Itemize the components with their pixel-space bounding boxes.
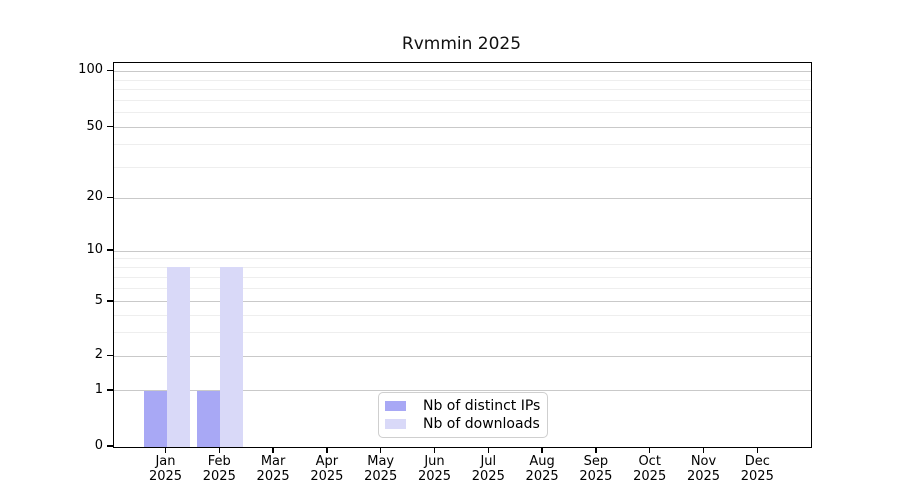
y-tick-mark [107,69,113,72]
x-tick-mark [164,447,167,453]
legend-swatch-downloads [385,419,406,429]
plot-area [113,62,812,448]
x-tick-mark [326,447,328,453]
y-axis-tick-label: 10 [86,242,103,257]
gridline-major [114,390,811,392]
x-axis-tick-label: Dec 2025 [740,454,774,484]
bar-distinct-ips [197,390,221,447]
gridline-minor [114,287,811,289]
x-axis-tick-label: Apr 2025 [310,454,344,484]
gridline-minor [114,79,811,81]
legend-label-downloads: Nb of downloads [423,416,540,432]
y-axis-tick-label: 100 [78,62,103,78]
x-tick-mark [702,447,705,453]
x-tick-mark [756,447,758,453]
x-tick-mark [433,447,436,453]
y-axis-tick-label: 0 [94,438,103,453]
x-axis-tick-label: Jan 2025 [148,454,183,484]
legend-swatch-distinct-ips [385,401,406,411]
x-tick-mark [380,447,382,453]
x-axis-tick-label: Feb 2025 [202,454,236,484]
gridline-minor [114,266,811,268]
x-axis-tick-label: May 2025 [364,454,398,484]
y-tick-mark [107,126,113,128]
bar-downloads [166,267,190,447]
y-axis-tick-label: 2 [94,347,103,363]
gridline-minor [114,89,811,91]
x-tick-mark [541,447,543,453]
legend-item-distinct-ips: Nb of distinct IPs [385,397,547,415]
bar-downloads [220,267,244,447]
x-tick-mark [649,447,651,453]
x-axis-tick-label: Aug 2025 [525,454,559,484]
x-tick-mark [595,447,597,453]
x-axis-tick-label: Oct 2025 [633,454,667,484]
y-tick-mark [107,300,113,302]
y-axis-tick-label: 5 [94,292,103,308]
gridline-minor [114,144,811,146]
legend-label-distinct-ips: Nb of distinct IPs [423,398,541,414]
x-tick-mark [272,447,274,453]
legend: Nb of distinct IPs Nb of downloads [378,392,548,438]
gridline-major [114,127,811,129]
gridline-major [114,197,811,199]
legend-item-downloads: Nb of downloads [385,415,547,433]
y-axis-tick-label: 20 [86,189,103,205]
gridline-minor [114,166,811,168]
gridline-major [114,70,811,72]
x-axis-tick-label: Nov 2025 [686,454,721,484]
y-tick-mark [107,354,113,357]
gridline-minor [114,276,811,278]
gridline-minor [114,258,811,260]
x-axis-tick-label: Jun 2025 [417,454,452,484]
chart-title: Rvmmin 2025 [401,34,522,54]
y-tick-mark [107,445,113,447]
gridline-minor [114,331,811,333]
gridline-minor [114,99,811,101]
x-axis-tick-label: Sep 2025 [579,454,613,484]
gridline-major [114,250,811,252]
gridline-major [114,355,811,357]
gridline-major [114,301,811,303]
x-tick-mark [218,447,220,453]
x-tick-mark [487,447,489,453]
y-tick-mark [107,249,113,251]
gridline-minor [114,314,811,316]
x-axis-tick-label: Jul 2025 [471,454,505,484]
y-axis-tick-label: 50 [86,118,103,134]
y-axis-tick-label: 1 [94,381,103,397]
y-tick-mark [107,389,113,391]
gridline-minor [114,112,811,114]
x-axis-tick-label: Mar 2025 [256,454,290,484]
y-tick-mark [107,196,113,198]
bar-distinct-ips [143,390,167,447]
